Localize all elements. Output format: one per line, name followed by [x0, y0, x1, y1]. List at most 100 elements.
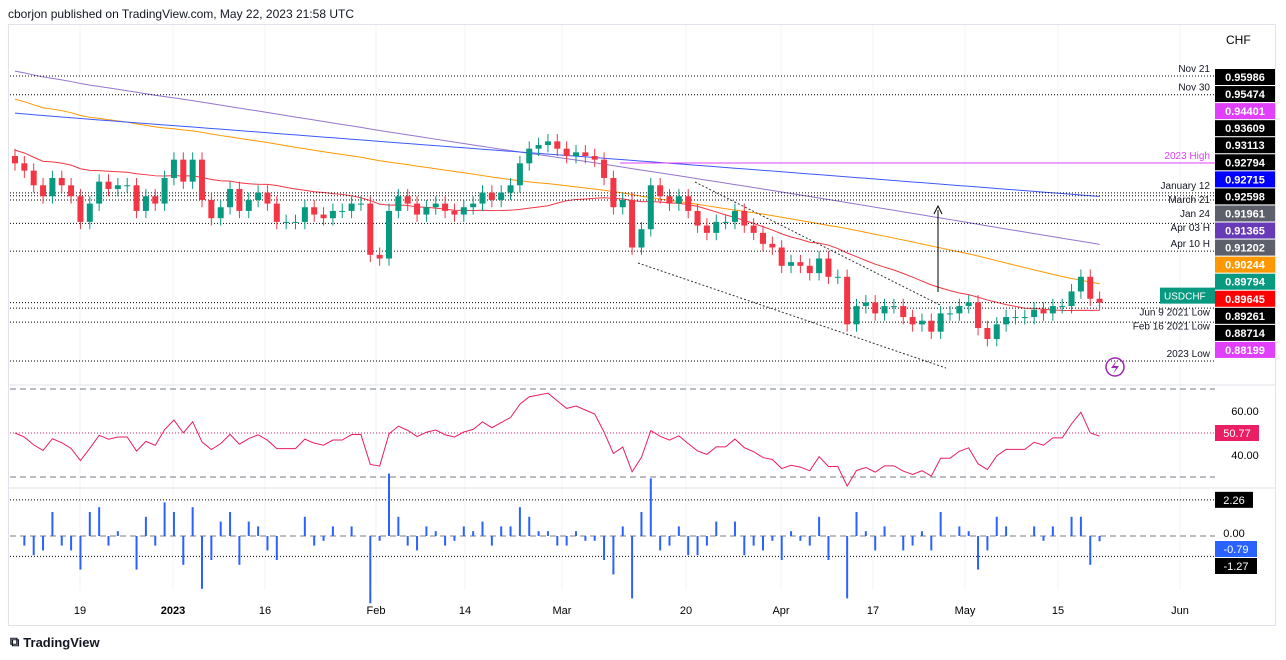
- price-tag: [1215, 205, 1275, 222]
- candle-body: [367, 203, 374, 255]
- hist-upper-value: 2.26: [1223, 495, 1244, 507]
- candle-body: [152, 196, 159, 204]
- price-tag-value: 0.95474: [1225, 89, 1266, 101]
- candle-body: [722, 221, 729, 223]
- candle-body: [703, 225, 710, 233]
- candle-body: [311, 207, 318, 215]
- candle-body: [619, 199, 626, 208]
- candle-body: [778, 247, 785, 266]
- candle-body: [526, 148, 533, 164]
- x-tick: 15: [1052, 605, 1064, 617]
- candle-body: [834, 276, 841, 278]
- candle-body: [816, 258, 823, 274]
- moving-average-line: [14, 149, 1100, 312]
- candle-body: [1021, 317, 1028, 319]
- level-label: 2023 Low: [1167, 349, 1211, 360]
- rsi-tick: 60.00: [1231, 406, 1259, 418]
- candle-body: [853, 306, 860, 325]
- x-tick: 20: [680, 605, 692, 617]
- moving-average-line: [14, 98, 1100, 285]
- rsi-line: [14, 392, 1100, 488]
- candle-body: [414, 203, 421, 215]
- price-tag-value: 0.92715: [1225, 174, 1265, 186]
- candle-body: [273, 203, 280, 222]
- candle-body: [890, 306, 897, 308]
- level-label: Nov 21: [1178, 64, 1210, 75]
- candle-body: [1012, 317, 1019, 319]
- candle-body: [1087, 276, 1094, 299]
- chart-svg[interactable]: CHF Nov 21 0.95986 Nov 30 0.95474 0.94401 2023…: [0, 0, 1286, 630]
- price-tag-value: 0.89794: [1225, 277, 1266, 289]
- candle-body: [105, 181, 112, 189]
- lightning-icon: [1105, 357, 1125, 377]
- candle-body: [806, 265, 813, 274]
- x-tick: Mar: [553, 605, 572, 617]
- candle-body: [404, 196, 411, 204]
- price-tag: [1215, 273, 1275, 290]
- candle-body: [339, 210, 346, 212]
- candle-body: [170, 159, 177, 178]
- price-tag: [1215, 120, 1275, 137]
- x-tick: 16: [259, 605, 271, 617]
- x-tick: Jun: [1171, 605, 1189, 617]
- candle-body: [965, 302, 972, 307]
- symbol-tag: [1160, 287, 1215, 304]
- candle-body: [918, 320, 925, 325]
- candle-body: [554, 141, 561, 149]
- logo-icon: ⧉: [10, 634, 20, 649]
- candle-body: [124, 185, 131, 187]
- candle-body: [432, 203, 439, 208]
- chart-frame[interactable]: [8, 24, 1276, 626]
- candle-body: [460, 207, 467, 215]
- candle-body: [245, 199, 252, 211]
- candle-body: [77, 196, 84, 222]
- price-tag-value: 0.91961: [1225, 208, 1265, 220]
- level-label: Feb 16 2021 Low: [1133, 322, 1211, 333]
- candle-body: [386, 210, 392, 259]
- candle-body: [544, 141, 551, 146]
- candle-body: [49, 177, 56, 197]
- candle-body: [1068, 291, 1075, 307]
- level-label: Apr 10 H: [1171, 239, 1210, 250]
- candle-body: [629, 199, 636, 248]
- candle-body: [582, 152, 589, 157]
- candle-body: [862, 302, 869, 307]
- level-label: Apr 03 H: [1171, 223, 1210, 234]
- candle-body: [909, 317, 916, 325]
- candle-body: [956, 306, 963, 314]
- price-tag-value: 0.95986: [1225, 72, 1265, 84]
- level-label: January 12: [1161, 181, 1211, 192]
- candle-body: [301, 207, 308, 222]
- candle-body: [975, 302, 982, 329]
- candle-body: [797, 262, 804, 266]
- candle-body: [442, 203, 449, 211]
- candle-body: [741, 210, 748, 226]
- candle-body: [937, 313, 944, 332]
- price-tag: [1215, 324, 1275, 341]
- candle-body: [685, 196, 692, 211]
- candle-body: [947, 313, 953, 315]
- price-tag: [1215, 86, 1275, 103]
- x-tick: 19: [74, 605, 86, 617]
- candle-body: [114, 185, 121, 189]
- candle-body: [376, 254, 383, 259]
- candle-body: [563, 148, 570, 157]
- candle-body: [86, 203, 93, 222]
- candle-body: [675, 196, 682, 204]
- candle-body: [535, 145, 542, 149]
- price-tag: [1215, 137, 1275, 154]
- candle-body: [395, 196, 402, 211]
- candle-body: [507, 185, 514, 193]
- candle-body: [750, 225, 757, 233]
- candle-body: [1077, 276, 1084, 292]
- price-tag: [1215, 69, 1275, 85]
- candle-body: [40, 185, 47, 197]
- tradingview-logo[interactable]: ⧉ TradingView: [10, 634, 100, 650]
- candle-body: [479, 192, 486, 204]
- level-label: Jun 9 2021 Low: [1139, 308, 1210, 319]
- x-tick: 2023: [161, 605, 185, 617]
- candle-body: [788, 262, 795, 266]
- candle-body: [68, 185, 75, 197]
- candle-body: [731, 210, 738, 222]
- hist-last-value: -0.79: [1223, 544, 1248, 556]
